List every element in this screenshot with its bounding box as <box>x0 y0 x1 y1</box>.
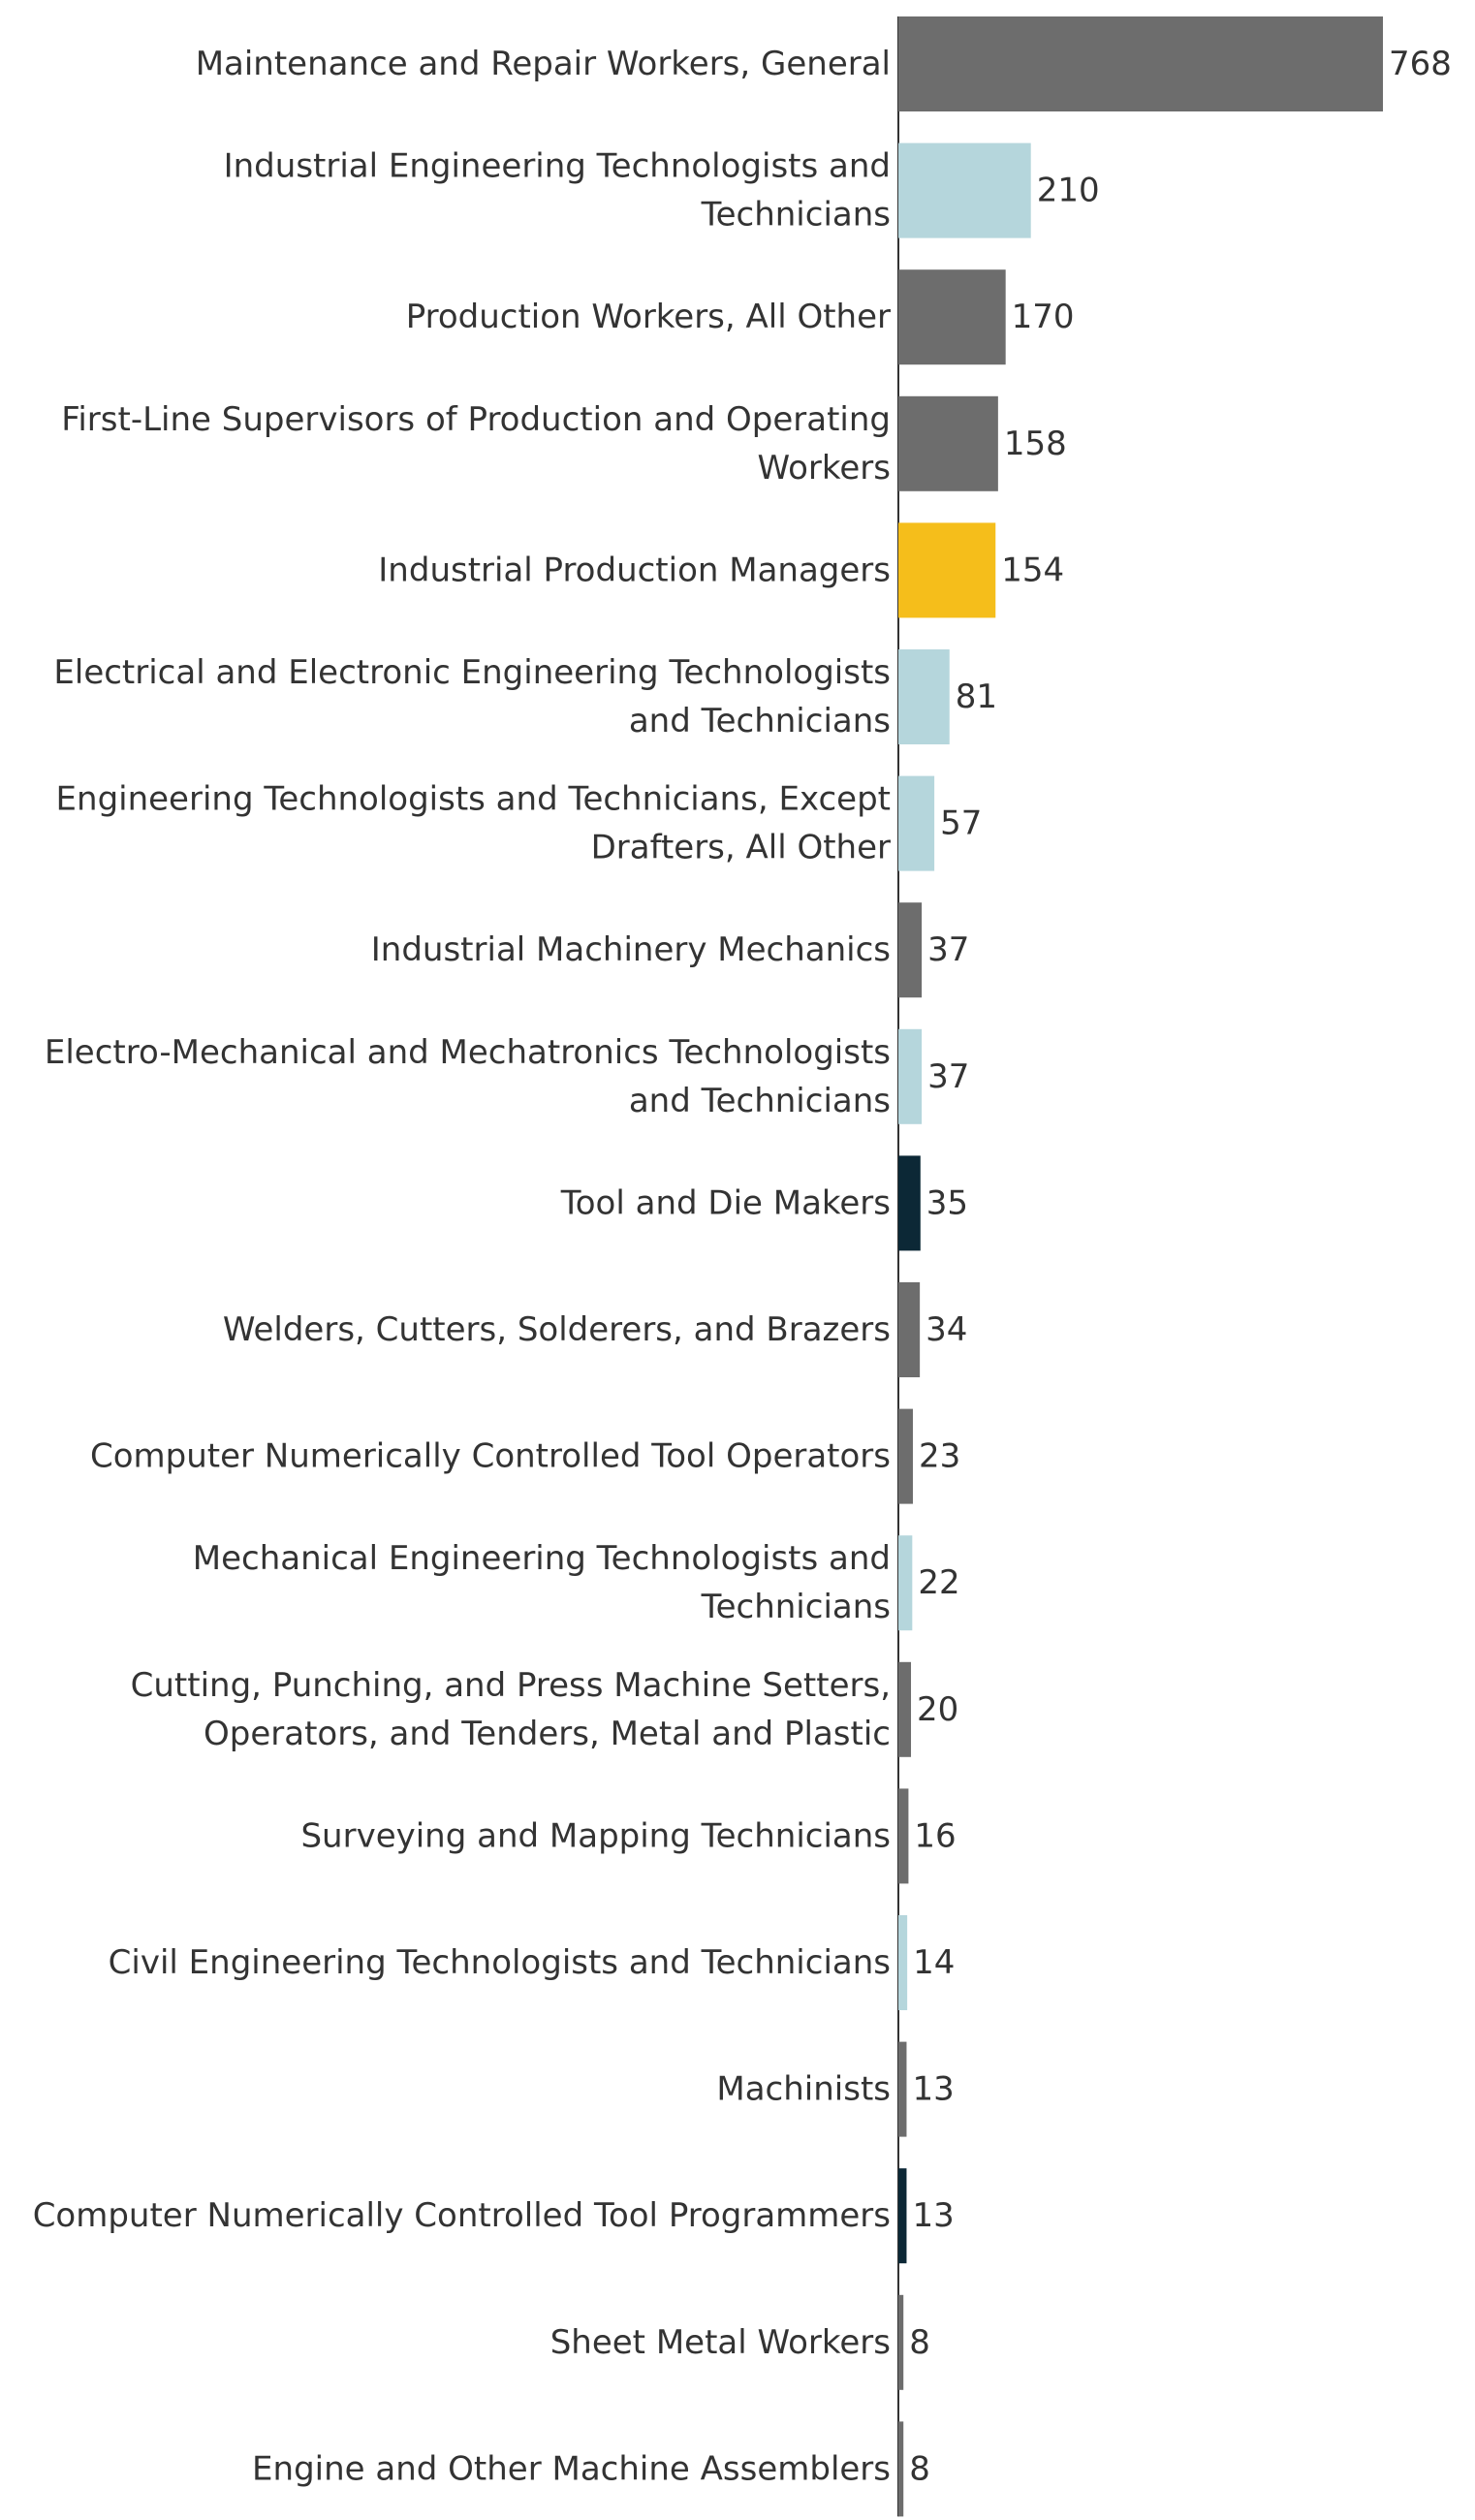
category-label: Tool and Die Makers <box>560 1183 891 1222</box>
bar <box>898 1282 921 1377</box>
bar <box>898 902 923 998</box>
category-label: Maintenance and Repair Workers, General <box>196 45 891 83</box>
category-label-line: Engine and Other Machine Assemblers <box>252 2449 891 2488</box>
category-label-line: Industrial Engineering Technologists and <box>224 147 891 186</box>
category-label-line: Workers <box>758 449 892 488</box>
value-label: 57 <box>940 804 982 843</box>
category-label-line: Drafters, All Other <box>591 829 891 867</box>
category-label-line: Civil Engineering Technologists and Tech… <box>109 1943 891 1982</box>
category-label: Sheet Metal Workers <box>550 2323 891 2362</box>
bar <box>898 2168 907 2264</box>
value-label: 158 <box>1004 425 1067 463</box>
bar <box>898 1028 923 1124</box>
value-label: 37 <box>927 930 969 969</box>
bar <box>898 2041 907 2137</box>
value-label: 8 <box>909 2449 930 2488</box>
category-label: Engineering Technologists and Technician… <box>56 780 891 867</box>
category-label: Electro-Mechanical and Mechatronics Tech… <box>45 1033 891 1120</box>
category-label-line: Computer Numerically Controlled Tool Pro… <box>33 2196 891 2235</box>
category-label: Production Workers, All Other <box>406 298 891 336</box>
value-label: 210 <box>1037 172 1100 210</box>
category-label: Engine and Other Machine Assemblers <box>252 2449 891 2488</box>
category-label: Welders, Cutters, Solderers, and Brazers <box>223 1310 891 1349</box>
category-label: Computer Numerically Controlled Tool Ope… <box>90 1437 891 1476</box>
category-label-line: and Technicians <box>629 1082 891 1120</box>
bar <box>898 522 996 618</box>
category-label: Mechanical Engineering Technologists and… <box>193 1539 891 1626</box>
category-label: Surveying and Mapping Technicians <box>300 1816 891 1855</box>
bar <box>898 16 1383 111</box>
bars <box>898 16 1383 2517</box>
category-labels: Maintenance and Repair Workers, General I… <box>33 45 891 2488</box>
category-label-line: Electro-Mechanical and Mechatronics Tech… <box>45 1033 891 1072</box>
category-label: Cutting, Punching, and Press Machine Set… <box>131 1666 891 1753</box>
value-label: 14 <box>913 1943 955 1982</box>
bar <box>898 1408 913 1504</box>
category-label-line: Sheet Metal Workers <box>550 2323 891 2362</box>
category-label-line: and Technicians <box>629 702 891 740</box>
bar <box>898 649 950 744</box>
category-label: Machinists <box>716 2070 891 2109</box>
category-label-line: Tool and Die Makers <box>560 1183 891 1222</box>
value-label: 37 <box>927 1057 969 1096</box>
value-label: 13 <box>912 2196 954 2235</box>
value-label: 768 <box>1389 45 1452 83</box>
value-label: 16 <box>914 1816 956 1855</box>
value-label: 20 <box>917 1690 958 1729</box>
value-label: 34 <box>926 1310 967 1349</box>
category-label: First-Line Supervisors of Production and… <box>61 400 891 488</box>
value-label: 81 <box>956 677 997 716</box>
category-label-line: Welders, Cutters, Solderers, and Brazers <box>223 1310 891 1349</box>
category-label-line: Maintenance and Repair Workers, General <box>196 45 891 83</box>
category-label: Industrial Machinery Mechanics <box>371 930 891 969</box>
bar <box>898 775 935 871</box>
bar <box>898 1661 912 1757</box>
category-label: Industrial Engineering Technologists and… <box>224 147 891 235</box>
category-label-line: Technicians <box>701 196 891 235</box>
value-label: 154 <box>1001 551 1064 589</box>
category-label-line: Computer Numerically Controlled Tool Ope… <box>90 1437 891 1476</box>
value-label: 170 <box>1012 298 1075 336</box>
bar <box>898 2421 904 2517</box>
value-label: 23 <box>919 1437 960 1476</box>
category-label-line: Surveying and Mapping Technicians <box>300 1816 891 1855</box>
category-label-line: Cutting, Punching, and Press Machine Set… <box>131 1666 891 1705</box>
bar <box>898 269 1006 365</box>
category-label-line: Machinists <box>716 2070 891 2109</box>
category-label-line: First-Line Supervisors of Production and… <box>61 400 891 439</box>
value-label: 22 <box>918 1563 959 1602</box>
bar <box>898 142 1031 238</box>
category-label-line: Industrial Production Managers <box>378 551 891 589</box>
bar <box>898 1788 909 1884</box>
category-label-line: Mechanical Engineering Technologists and <box>193 1539 891 1578</box>
bar <box>898 1535 913 1631</box>
bar <box>898 395 998 491</box>
category-label: Civil Engineering Technologists and Tech… <box>109 1943 891 1982</box>
bar <box>898 1155 921 1251</box>
category-label-line: Industrial Machinery Mechanics <box>371 930 891 969</box>
value-label: 35 <box>926 1183 968 1222</box>
value-labels: 768 210 170 158 154 81 57 37 37 35 34 23 22 20 16 14 13 1… <box>909 45 1452 2488</box>
category-label-line: Engineering Technologists and Technician… <box>56 780 891 819</box>
bar <box>898 1915 908 2010</box>
category-label-line: Technicians <box>701 1588 891 1626</box>
value-label: 13 <box>912 2070 954 2109</box>
category-label: Industrial Production Managers <box>378 551 891 589</box>
category-label: Computer Numerically Controlled Tool Pro… <box>33 2196 891 2235</box>
category-label-line: Operators, and Tenders, Metal and Plasti… <box>204 1715 891 1753</box>
category-label-line: Production Workers, All Other <box>406 298 891 336</box>
category-label: Electrical and Electronic Engineering Te… <box>53 653 891 740</box>
value-label: 8 <box>909 2323 930 2362</box>
category-label-line: Electrical and Electronic Engineering Te… <box>53 653 891 692</box>
bar <box>898 2294 904 2390</box>
